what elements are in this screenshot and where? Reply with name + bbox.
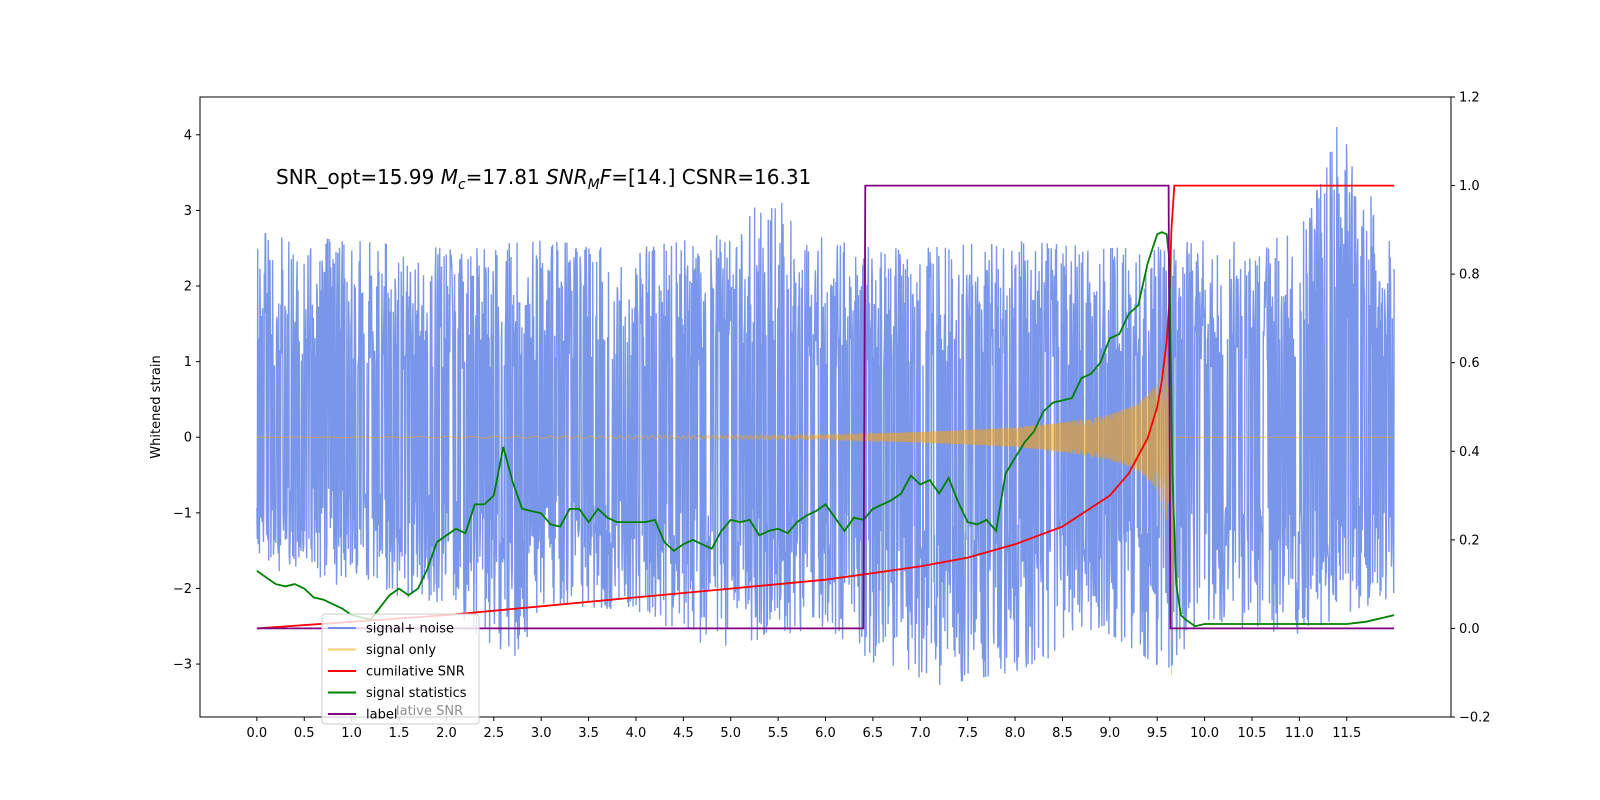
x-tick-label: 11.5 [1332, 726, 1361, 741]
x-tick-label: 10.0 [1190, 726, 1219, 741]
series-label [256, 184, 1395, 630]
legend-label: cumilative SNR [366, 665, 465, 680]
y-right-tick-label: 1.0 [1459, 179, 1480, 194]
anno-part2: =17.81 [466, 165, 546, 189]
left-axis: −3 −2 −1 0 1 2 3 4 [173, 128, 200, 673]
x-tick-label: 6.0 [815, 726, 836, 741]
x-tick-label: 5.5 [768, 726, 789, 741]
anno-snr-symbol: SNR [546, 165, 588, 189]
x-tick-label: 6.5 [863, 726, 884, 741]
series-signal-only [256, 346, 1395, 676]
series-cumulative-snr [256, 184, 1395, 630]
y-right-tick-label: 0.6 [1459, 356, 1480, 371]
legend-label: label [366, 708, 397, 723]
anno-mc-symbol: M [441, 165, 458, 189]
x-tick-label: 3.0 [531, 726, 552, 741]
anno-snr-sub: M [588, 177, 600, 193]
y-tick-label: −2 [173, 582, 192, 597]
y-axis-label: Whitened strain [149, 355, 164, 458]
x-tick-label: 0.5 [294, 726, 315, 741]
legend-label: signal+ noise [366, 622, 454, 637]
y-right-tick-label: −0.2 [1459, 711, 1491, 726]
x-tick-label: 10.5 [1238, 726, 1267, 741]
right-axis: −0.2 0.0 0.2 0.4 0.6 0.8 1.0 1.2 [1451, 91, 1491, 726]
series-signal-noise [256, 126, 1395, 686]
x-tick-label: 2.0 [436, 726, 457, 741]
x-tick-label: 4.5 [673, 726, 694, 741]
x-axis: 0.0 0.5 1.0 1.5 2.0 2.5 3.0 3.5 4.0 4.5 5.0 5.5 6.0 6… [247, 717, 1361, 741]
legend: lative SNR signal+ noise signal only cumil… [321, 613, 480, 725]
legend-box [321, 613, 480, 725]
snr-annotation: SNR_opt=15.99 Mc=17.81 SNRMF=[14.] CSNR=… [276, 165, 811, 193]
x-tick-label: 11.0 [1285, 726, 1314, 741]
x-tick-label: 7.0 [910, 726, 931, 741]
anno-f-symbol: F [600, 165, 612, 189]
x-tick-label: 5.0 [720, 726, 741, 741]
anno-part3: =[14.] CSNR=16.31 [611, 165, 811, 189]
anno-part1: SNR_opt=15.99 [276, 165, 441, 189]
x-tick-label: 4.0 [626, 726, 647, 741]
series-signal-statistics [256, 231, 1395, 628]
x-tick-label: 0.0 [247, 726, 268, 741]
y-tick-label: −1 [173, 506, 192, 521]
y-right-tick-label: 0.4 [1459, 445, 1480, 460]
y-right-tick-label: 1.2 [1459, 91, 1480, 106]
y-tick-label: 2 [184, 280, 192, 295]
x-tick-label: 8.0 [1005, 726, 1026, 741]
anno-mc-sub: c [458, 177, 466, 193]
x-tick-label: 1.5 [389, 726, 410, 741]
x-tick-label: 8.5 [1052, 726, 1073, 741]
x-tick-label: 9.0 [1099, 726, 1120, 741]
legend-label: signal only [366, 643, 436, 658]
x-tick-label: 1.0 [341, 726, 362, 741]
y-tick-label: 0 [184, 431, 192, 446]
y-right-tick-label: 0.8 [1459, 268, 1480, 283]
series-layer [256, 126, 1395, 686]
legend-ghost-text: lative SNR [396, 704, 463, 719]
legend-label: signal statistics [366, 686, 467, 701]
y-right-tick-label: 0.2 [1459, 533, 1480, 548]
x-tick-label: 3.5 [578, 726, 599, 741]
y-tick-label: 4 [184, 128, 192, 143]
x-tick-label: 2.5 [483, 726, 504, 741]
y-right-tick-label: 0.0 [1459, 622, 1480, 637]
y-tick-label: 1 [184, 355, 192, 370]
y-tick-label: 3 [184, 204, 192, 219]
x-tick-label: 9.5 [1147, 726, 1168, 741]
y-tick-label: −3 [173, 658, 192, 673]
x-tick-label: 7.5 [957, 726, 978, 741]
